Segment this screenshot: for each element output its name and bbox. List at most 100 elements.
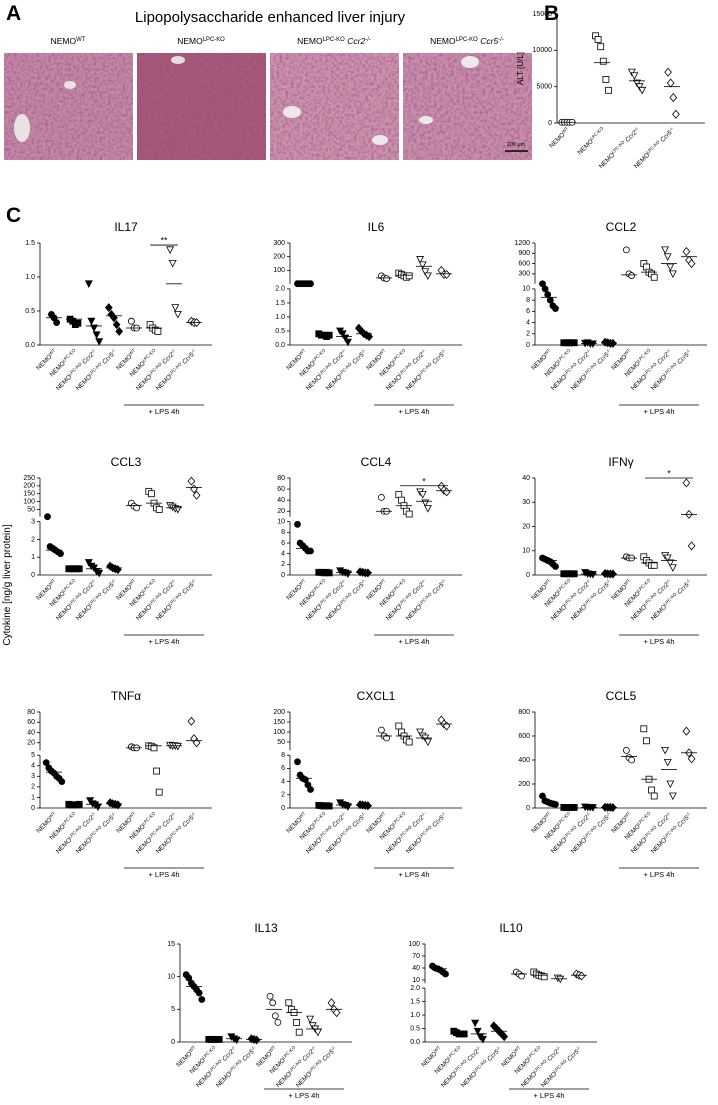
label-name: NEMO	[115, 816, 133, 834]
label-sup: LPC-KO	[397, 591, 413, 607]
data-point	[306, 1015, 315, 1024]
label-sup: LPC-KO	[337, 591, 353, 607]
genotype-label: NEMOLPC-KOCcr5-/-	[324, 347, 369, 392]
data-point	[95, 569, 104, 578]
data-point	[90, 564, 98, 573]
vessel	[419, 116, 433, 124]
data-point	[682, 726, 691, 736]
panel-letter: A	[6, 2, 21, 25]
chart-title: IL10	[499, 921, 523, 935]
label-sup: -/-	[684, 347, 691, 354]
label-sup: LPC-KO	[67, 824, 83, 840]
label-sup: LPC-KO	[562, 824, 578, 840]
histology-images: 200 µm	[4, 53, 532, 160]
label-sup: LPC-KO	[317, 824, 333, 840]
label-gene: Ccr5	[181, 581, 196, 596]
label-gene: Ccr5	[659, 129, 674, 144]
y-tick-label: 0	[526, 805, 530, 812]
label-sup: -/-	[664, 347, 671, 354]
data-point	[285, 999, 293, 1007]
label-sup: LPC-KO	[456, 37, 478, 43]
data-point	[588, 571, 597, 579]
label-sup: LPC-KO	[645, 139, 661, 155]
label-name: NEMO	[195, 1071, 213, 1089]
label-name: NEMO	[298, 360, 316, 378]
label-name: NEMO	[543, 823, 561, 841]
y-tick-label: 10	[412, 977, 420, 984]
data-point	[605, 86, 612, 94]
label-sup: -/-	[439, 347, 446, 354]
genotype-label: NEMOWT	[547, 125, 571, 149]
label-name: NEMO	[630, 604, 648, 622]
data-point	[672, 109, 680, 119]
histology-texture	[4, 53, 133, 160]
label-sup: LPC-KO	[167, 824, 183, 840]
y-tick-label: 600	[518, 260, 530, 267]
vessel	[461, 56, 479, 68]
label-sup: -/-	[339, 577, 346, 584]
y-tick-label: 8	[526, 297, 530, 304]
label-sup: -/-	[339, 347, 346, 354]
label-gene: Ccr5	[351, 351, 366, 366]
label-sup: LPC-KO	[417, 361, 433, 377]
y-tick-label: 10	[522, 548, 530, 555]
label-sup: LPC-KO	[446, 1044, 462, 1060]
label-name: NEMO	[630, 374, 648, 392]
label-sup: LPC-KO	[642, 824, 658, 840]
label-gene: Ccr2	[331, 351, 346, 366]
significance-label: *	[667, 469, 671, 479]
label-sup: -/-	[249, 1044, 256, 1051]
label-sup: -/-	[359, 577, 366, 584]
genotype-label: NEMOLPC-KO	[575, 125, 606, 156]
label-name: NEMO	[215, 1071, 233, 1089]
label-name: NEMO	[623, 823, 641, 841]
y-tick-label: 100	[273, 267, 285, 274]
data-point	[187, 716, 196, 726]
genotype-label: NEMOLPC-KOCcr5-/-	[632, 125, 677, 170]
genotype-label: NEMOLPC-KOCcr5-/-	[459, 1044, 504, 1089]
chart-title: IL17	[114, 220, 138, 234]
label-gene: Ccr2	[656, 814, 671, 829]
y-tick-label: 20	[277, 508, 285, 515]
label-sup: LPC-KO	[397, 824, 413, 840]
label-name: NEMO	[268, 1057, 286, 1075]
label-gene: Ccr2	[656, 581, 671, 596]
label-sup: -/-	[339, 810, 346, 817]
label-sup: WT	[513, 1044, 522, 1053]
genotype-label: NEMOLPC-KOCcr5-/-	[154, 577, 199, 622]
shared-y-label: Cytokine [ng/g liver protein]	[2, 524, 13, 645]
label-sup: LPC-KO	[662, 361, 678, 377]
label-name: NEMO	[35, 353, 53, 371]
label-name: NEMO	[623, 590, 641, 608]
label-name: NEMO	[48, 360, 66, 378]
data-point	[192, 490, 201, 500]
y-tick-label: 100	[408, 941, 420, 948]
label-sup: LPC-KO	[636, 810, 652, 826]
label-sup: WT	[378, 810, 387, 819]
data-point	[147, 490, 155, 498]
label-gene: Ccr2	[81, 351, 96, 366]
lps-label: + LPS 4h	[148, 637, 179, 646]
y-tick-label: 0.5	[25, 308, 35, 315]
label-name: NEMO	[128, 360, 146, 378]
data-point	[150, 744, 158, 752]
label-name: NEMO	[500, 1050, 518, 1068]
label-name: NEMO	[75, 837, 93, 855]
data-point	[668, 792, 677, 801]
data-point	[623, 246, 630, 254]
label-name: NEMO	[35, 816, 53, 834]
label-name: NEMO	[297, 36, 323, 46]
y-tick-label: 1.5	[25, 240, 35, 247]
lps-label: + LPS 4h	[643, 870, 674, 879]
genotype-label: NEMOLPC-KOCcr5-/-	[569, 577, 614, 622]
data-point	[597, 43, 605, 51]
y-tick-label: 1.0	[275, 314, 285, 321]
label-name: NEMO	[385, 374, 403, 392]
data-point	[307, 547, 314, 555]
label-sup: LPC-KO	[87, 591, 103, 607]
label-gene: Ccr5	[241, 1048, 256, 1063]
label-name: NEMO	[570, 374, 588, 392]
data-point	[295, 1028, 303, 1036]
label-sup: -/-	[89, 810, 96, 817]
